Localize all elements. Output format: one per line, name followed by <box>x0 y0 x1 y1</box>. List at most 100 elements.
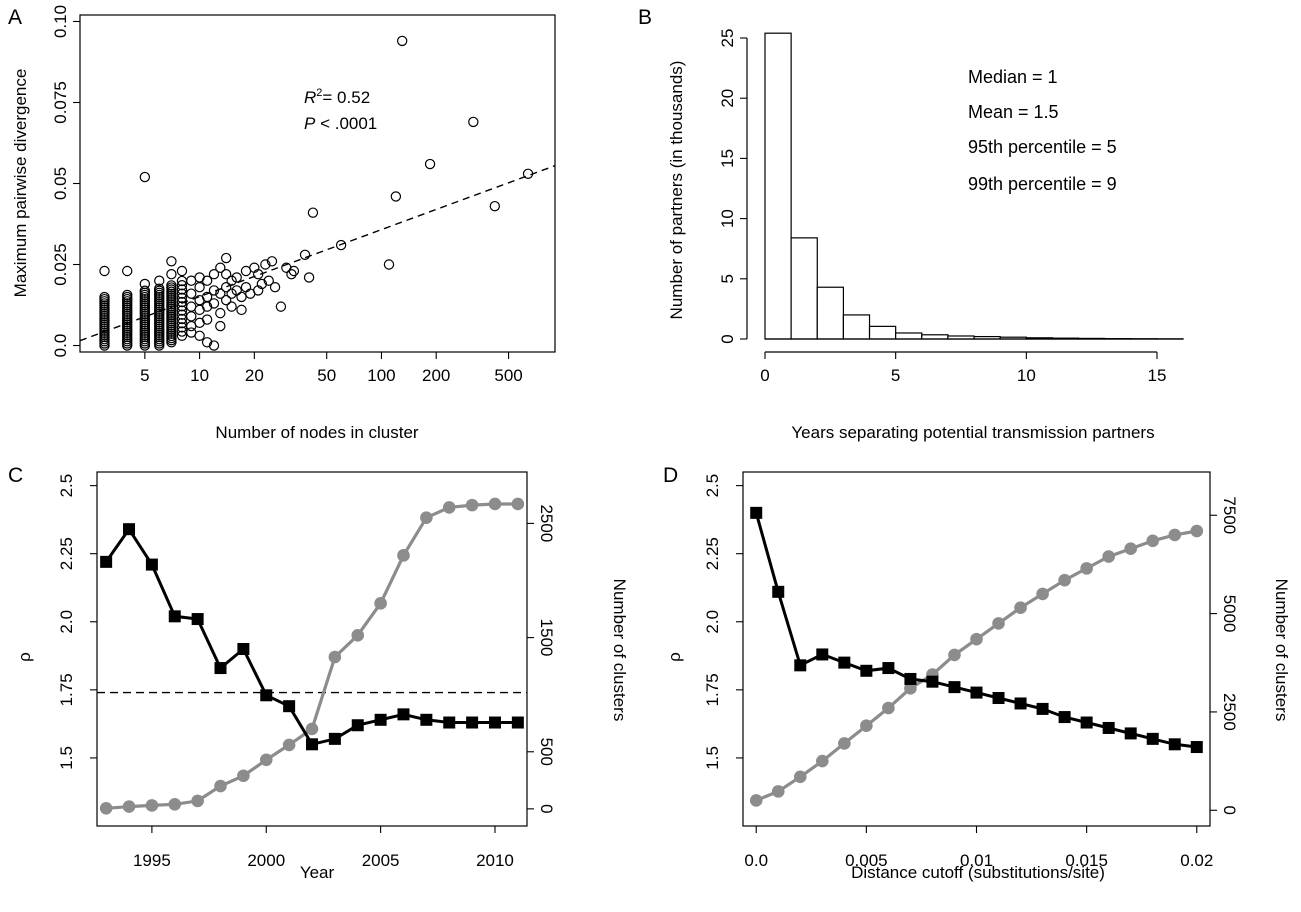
x-tick-label: 2000 <box>247 851 285 870</box>
data-point <box>215 307 226 319</box>
x-tick-label: 100 <box>367 366 395 385</box>
panel-c-y-label: ρ <box>15 652 34 662</box>
y2-tick-label: 0 <box>1220 806 1239 815</box>
data-point <box>226 301 237 312</box>
data-point <box>307 207 319 218</box>
rho-point <box>772 585 785 598</box>
histogram-bar <box>895 332 923 340</box>
clusters-point <box>511 497 525 511</box>
data-point <box>220 281 232 293</box>
clusters-point <box>374 597 387 610</box>
rho-point <box>306 738 318 751</box>
rho-point <box>260 689 273 702</box>
rho-point <box>1146 732 1159 745</box>
clusters-point <box>328 650 342 664</box>
data-point <box>236 304 247 316</box>
rho-point <box>351 719 364 732</box>
panel-a-x-label: Number of nodes in cluster <box>215 423 418 442</box>
data-point <box>166 280 177 291</box>
clusters-point <box>948 648 961 662</box>
histogram-bar <box>921 334 949 340</box>
p-symbol: P <box>304 114 316 133</box>
x-tick-label: 500 <box>494 366 522 385</box>
clusters-point <box>1168 528 1182 542</box>
data-point <box>139 278 151 290</box>
data-point <box>176 284 188 295</box>
clusters-point <box>1014 601 1027 614</box>
x-tick-label: 1995 <box>133 851 171 870</box>
rho-point <box>100 555 113 568</box>
clusters-point <box>1102 550 1115 563</box>
y2-tick-label: 500 <box>537 738 556 766</box>
clusters-point <box>145 799 159 812</box>
clusters-point <box>1146 534 1160 548</box>
rho-point <box>488 716 501 729</box>
y-tick-label: 2.5 <box>703 474 722 498</box>
data-point <box>256 278 268 290</box>
data-point <box>269 281 281 293</box>
histogram-bar <box>842 314 871 340</box>
data-point <box>220 252 232 264</box>
clusters-point <box>904 682 917 695</box>
rho-point <box>237 643 250 655</box>
data-point <box>201 301 213 312</box>
panel-a-frame <box>79 14 556 353</box>
y2-tick-label: 7500 <box>1220 496 1239 534</box>
y2-tick-label: 5000 <box>1220 595 1239 633</box>
data-point <box>226 288 237 299</box>
x-tick-label: 0.015 <box>1065 851 1108 870</box>
p99-annotation: 99th percentile = 9 <box>968 174 1117 194</box>
rho-point <box>1036 702 1049 715</box>
clusters-point <box>305 722 319 736</box>
x-tick-label: 2005 <box>362 851 400 870</box>
rho-point <box>1124 727 1137 740</box>
data-point <box>99 265 110 277</box>
clusters-point <box>465 498 479 512</box>
data-point <box>236 291 247 303</box>
data-point <box>275 301 287 312</box>
x-tick-label: 2010 <box>476 851 514 870</box>
clusters-point <box>970 632 983 646</box>
r-squared-annotation: R2= 0.52 <box>304 87 370 107</box>
rho-point <box>145 558 158 571</box>
data-point <box>208 285 220 296</box>
data-point <box>208 298 220 309</box>
clusters-point <box>992 617 1005 630</box>
histogram-bar <box>764 32 792 340</box>
panel-label-d: D <box>663 464 678 487</box>
clusters-point <box>749 794 763 807</box>
rho-point <box>466 716 479 729</box>
y-tick-label: 0.075 <box>51 81 70 124</box>
rho-point <box>123 523 136 536</box>
data-point <box>176 305 188 316</box>
rho-point <box>1102 721 1115 734</box>
y-tick-label: 0.05 <box>51 167 70 200</box>
x-tick-label: 5 <box>140 366 149 385</box>
data-point <box>260 259 271 270</box>
clusters-point <box>771 785 785 798</box>
rho-point <box>1190 741 1203 754</box>
data-point <box>424 158 436 170</box>
rho-point <box>904 672 917 685</box>
rho-point <box>816 648 829 661</box>
r-squared-exponent: 2 <box>316 87 322 99</box>
rho-point <box>882 662 895 675</box>
x-tick-label: 200 <box>422 366 450 385</box>
y-tick-label: 0.025 <box>51 243 70 286</box>
rho-point <box>750 506 763 519</box>
clusters-point <box>168 798 182 811</box>
panel-d-x-label: Distance cutoff (substitutions/site) <box>851 863 1105 882</box>
rho-point <box>1168 738 1181 751</box>
clusters-point <box>282 738 296 752</box>
y-tick-label: 2.0 <box>703 610 722 634</box>
data-point <box>122 289 133 301</box>
panel-d-y2-label: Number of clusters <box>1272 579 1291 722</box>
rho-point <box>191 613 204 626</box>
data-point <box>286 269 297 280</box>
panel-c-line-chart: 1995 2000 2005 2010 1.5 1.75 2.0 2.25 2.5 0 500 1… <box>15 471 629 882</box>
y-tick-label: 1.75 <box>703 673 722 706</box>
data-point <box>176 330 188 341</box>
y-tick-label: 1.5 <box>703 746 722 770</box>
x-tick-label: 50 <box>317 366 336 385</box>
